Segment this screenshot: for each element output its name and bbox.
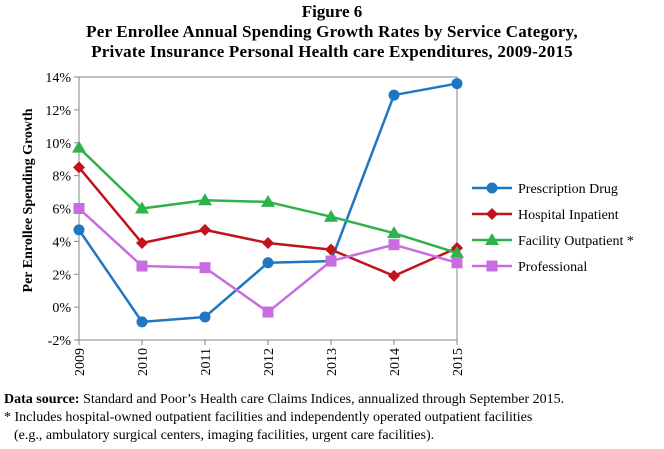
figure-label: Figure 6 [301,2,363,21]
legend-label: Prescription Drug [518,182,618,197]
chart-title-line-2: Private Insurance Personal Health care E… [91,42,573,61]
data-point [136,316,148,328]
series-professional [73,203,463,318]
data-point [388,239,400,251]
data-point [73,161,85,174]
x-tick-label: 2011 [199,348,214,375]
y-tick-label: 4% [52,235,71,250]
x-tick-label: 2013 [325,348,340,376]
legend-label: Hospital Inpatient [518,208,619,223]
y-tick-label: 0% [52,301,71,316]
chart-legend: Prescription Drug Hospital Inpatient Facil… [472,182,634,275]
footnote-line-1: * Includes hospital-owned outpatient fac… [4,410,533,425]
plot-area-border [78,76,458,341]
legend-item: Prescription Drug [472,182,618,197]
data-point [261,194,275,207]
y-axis-title: Per Enrollee Spending Growth [21,108,36,292]
data-point [387,226,401,239]
data-source-label: Data source: [4,392,80,407]
y-tick-label: 12% [45,104,71,119]
data-point [199,311,211,323]
data-point [262,306,274,318]
data-source-text: Standard and Poor’s Health care Claims I… [79,392,565,407]
data-point [388,269,400,282]
data-point [199,262,211,274]
data-point [135,201,149,214]
chart-axes: -2% 0% 2% 4% 6% 8% 10% 12% 14% 2009 2010 2011 2012 20… [21,71,466,376]
x-tick-label: 2012 [262,348,277,376]
x-tick-label: 2014 [388,348,403,376]
data-point [325,243,337,256]
x-tick-label: 2010 [136,348,151,376]
chart-title-line-1: Per Enrollee Annual Spending Growth Rate… [86,22,578,41]
y-tick-label: 10% [45,137,71,152]
data-point [136,260,148,272]
data-point [199,223,211,236]
y-tick-label: 2% [52,268,71,283]
legend-item: Hospital Inpatient [472,208,619,223]
data-point [486,182,498,194]
x-tick-label: 2015 [451,348,466,376]
legend-item: Facility Outpatient * [472,233,634,249]
y-tick-label: 8% [52,170,71,185]
data-point [485,233,499,245]
y-tick-label: 14% [45,71,71,86]
line-chart: -2% 0% 2% 4% 6% 8% 10% 12% 14% 2009 2010 2011 2012 20… [21,71,634,376]
data-point [451,78,463,90]
y-tick-label: -2% [48,334,72,349]
y-tick-label: 6% [52,203,71,218]
data-point [325,255,337,267]
data-point [388,89,400,101]
data-source-line: Data source: Standard and Poor’s Health … [4,391,564,409]
data-point [73,203,85,214]
data-point [450,245,464,258]
data-point [262,257,274,269]
chart-series [72,78,464,328]
legend-label: Professional [518,260,587,275]
data-point [72,140,86,153]
x-tick-label: 2009 [73,348,88,376]
data-point [486,208,498,220]
data-point [198,193,212,206]
legend-item: Professional [472,260,587,275]
footnote-line-2: (e.g., ambulatory surgical centers, imag… [14,428,435,443]
legend-label: Facility Outpatient * [518,234,634,249]
series-facility-outpatient [72,140,464,258]
data-point [136,237,148,250]
data-point [486,260,498,272]
data-point [324,209,338,222]
data-point [262,237,274,250]
data-point [73,224,85,236]
data-point [451,257,463,269]
